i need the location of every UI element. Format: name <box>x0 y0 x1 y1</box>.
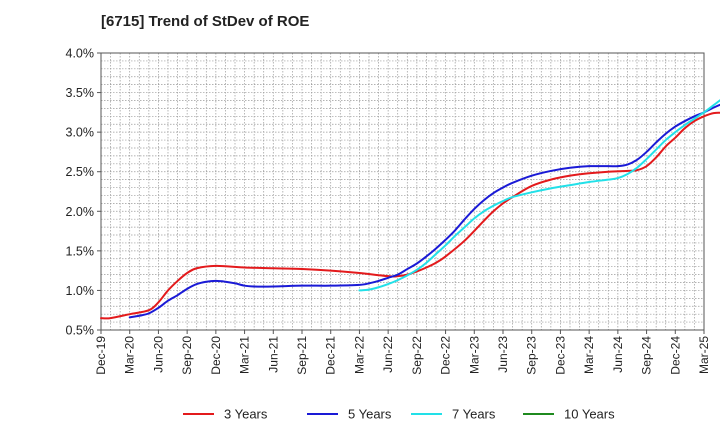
series-line-7-years <box>358 99 720 292</box>
x-tick-label: Mar-21 <box>238 336 252 374</box>
x-tick-label: Dec-24 <box>668 336 682 375</box>
x-tick-label: Mar-20 <box>123 336 137 374</box>
y-tick-label: 1.0% <box>66 284 95 298</box>
chart-title: [6715] Trend of StDev of ROE <box>101 13 310 30</box>
x-tick-label: Jun-21 <box>266 336 280 373</box>
x-tick-label: Dec-23 <box>553 336 567 375</box>
plot-area <box>101 53 704 330</box>
x-tick-label: Mar-24 <box>582 336 596 374</box>
x-tick-label: Sep-21 <box>295 336 309 375</box>
y-tick-label: 1.5% <box>66 244 95 258</box>
x-tick-label: Sep-24 <box>640 336 654 375</box>
x-tick-label: Mar-22 <box>352 336 366 374</box>
x-tick-label: Dec-21 <box>324 336 338 375</box>
y-tick-label: 4.0% <box>66 47 95 61</box>
legend-label-10-years: 10 Years <box>564 407 615 422</box>
x-tick-label: Dec-19 <box>94 336 108 375</box>
x-tick-label: Sep-23 <box>525 336 539 375</box>
x-tick-label: Jun-23 <box>496 336 510 373</box>
x-tick-label: Jun-22 <box>381 336 395 373</box>
x-tick-label: Sep-22 <box>410 336 424 375</box>
legend-label-7-years: 7 Years <box>452 407 496 422</box>
plot-frame <box>100 52 705 331</box>
x-tick-label: Sep-20 <box>180 336 194 375</box>
series-line-5-years <box>128 103 720 319</box>
series-line-3-years <box>100 111 720 320</box>
y-tick-label: 3.5% <box>66 86 95 100</box>
legend-label-3-years: 3 Years <box>224 407 268 422</box>
x-tick-label: Dec-22 <box>439 336 453 375</box>
x-tick-label: Mar-25 <box>697 336 711 374</box>
y-tick-label: 3.0% <box>66 126 95 140</box>
y-tick-label: 0.5% <box>66 324 95 338</box>
legend-label-5-years: 5 Years <box>348 407 392 422</box>
x-tick-label: Dec-20 <box>209 336 223 375</box>
x-tick-label: Jun-24 <box>611 336 625 373</box>
y-tick-label: 2.0% <box>66 205 95 219</box>
y-tick-label: 2.5% <box>66 165 95 179</box>
x-tick-label: Mar-23 <box>467 336 481 374</box>
x-tick-label: Jun-20 <box>151 336 165 373</box>
